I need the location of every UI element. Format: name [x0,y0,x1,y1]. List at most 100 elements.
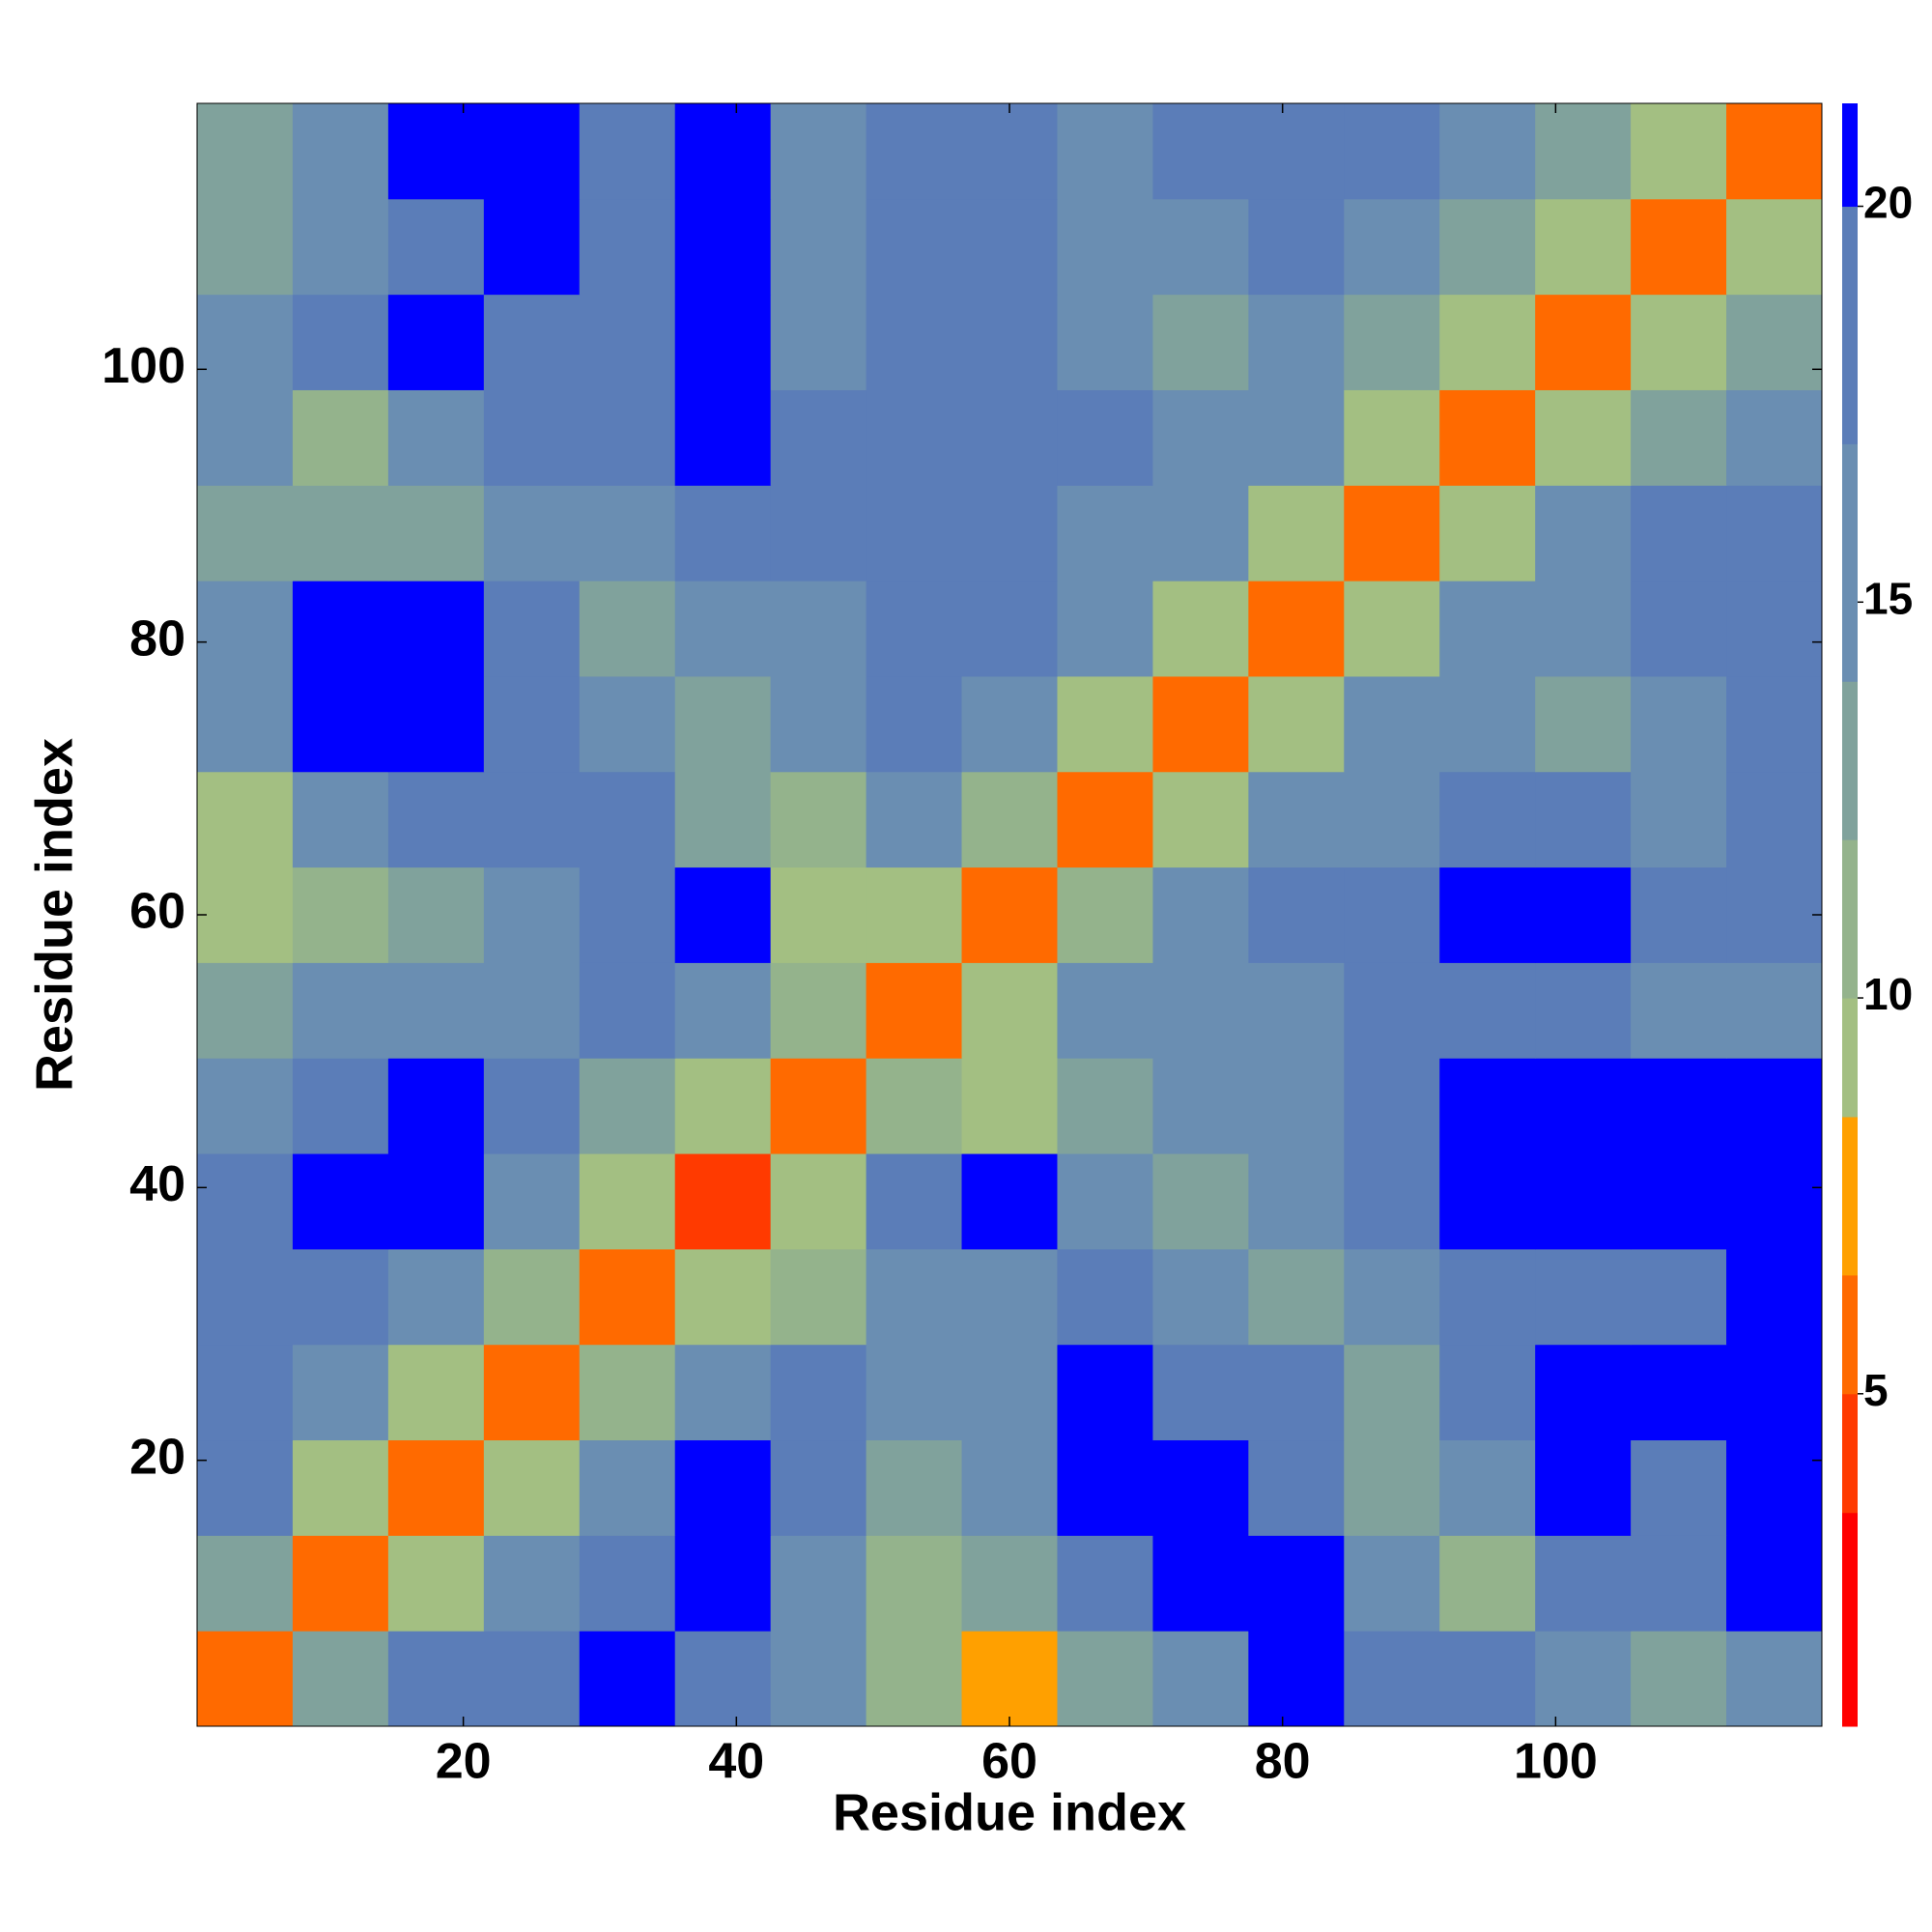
colorbar-band [1842,443,1858,682]
heatmap-cell [579,675,676,773]
heatmap-cell [1439,771,1536,868]
heatmap-cell [1152,1631,1249,1727]
heatmap-cell [1631,581,1727,677]
heatmap-cell [770,1535,867,1632]
heatmap-cell [1535,1058,1632,1154]
heatmap-cell [197,771,294,868]
heatmap-cell [1631,485,1727,582]
heatmap-cell [1726,198,1823,296]
heatmap-cell [1439,1439,1536,1536]
heatmap-cell [1439,867,1536,963]
heatmap-cell [866,675,963,773]
heatmap-cell [387,771,485,868]
heatmap-cell [1631,675,1727,773]
heatmap-cell [292,1439,389,1536]
heatmap-cell [1248,1344,1345,1441]
heatmap-cell [292,1058,389,1154]
colorbar-band [1842,1512,1858,1727]
heatmap-cell [866,1248,963,1346]
heatmap-cell [1439,103,1536,200]
colorbar-band [1842,681,1858,840]
heatmap-cell [1057,1248,1153,1346]
heatmap-cell [197,389,294,486]
heatmap-cell [1057,867,1153,963]
heatmap-cell [1726,485,1823,582]
heatmap-cell [961,1631,1058,1727]
heatmap-cell [1535,1248,1632,1346]
heatmap-cell [1439,1058,1536,1154]
y-tick-label: 20 [129,1429,185,1485]
heatmap-cell [387,294,485,390]
heatmap-cell [866,1344,963,1441]
heatmap-cell [197,867,294,963]
heatmap-cell [197,962,294,1059]
heatmap-cell [1631,771,1727,868]
heatmap-cell [1535,1535,1632,1632]
heatmap-cell [674,1153,772,1250]
heatmap-cell [579,389,676,486]
heatmap-cell [674,294,772,390]
heatmap-cell [1344,1631,1440,1727]
heatmap-cell [1057,198,1153,296]
heatmap-cell [387,1058,485,1154]
heatmap-cell [387,198,485,296]
heatmap-cell [866,485,963,582]
heatmap-cell [197,198,294,296]
heatmap-cell [1535,675,1632,773]
heatmap-cell [674,1631,772,1727]
heatmap-cell [1057,1058,1153,1154]
heatmap-cell [1439,1344,1536,1441]
heatmap-cell [387,1344,485,1441]
heatmap-cell [866,962,963,1059]
heatmap-cell [292,294,389,390]
heatmap-cell [1726,581,1823,677]
x-axis-title: Residue index [833,1783,1186,1841]
heatmap-cell [1535,1344,1632,1441]
heatmap-cell [483,1631,581,1727]
heatmap-cell [387,1248,485,1346]
heatmap-cell [1152,771,1249,868]
heatmap-cell [674,485,772,582]
heatmap-cell [1726,1439,1823,1536]
heatmap-cell [1248,771,1345,868]
heatmap-cell [1631,1248,1727,1346]
heatmap-cell [1535,867,1632,963]
heatmap-cell [1344,1058,1440,1154]
heatmap-cell [387,103,485,200]
heatmap-cell [961,294,1058,390]
heatmap-cell [292,485,389,582]
heatmap-cell [1439,581,1536,677]
heatmap-cell [961,1153,1058,1250]
heatmap-cell [292,1153,389,1250]
heatmap-cell [1631,867,1727,963]
heatmap-cell [292,1631,389,1727]
x-tick-label: 40 [708,1734,764,1790]
heatmap-cell [1726,675,1823,773]
heatmap-cell [1152,103,1249,200]
heatmap-cell [1344,1535,1440,1632]
heatmap-cell [1631,1058,1727,1154]
heatmap-cell [579,103,676,200]
heatmap-cell [1439,198,1536,296]
heatmap-cell [1535,771,1632,868]
heatmap-cell [1726,1248,1823,1346]
heatmap-cell [866,294,963,390]
heatmap-cell [387,1439,485,1536]
heatmap-cell [770,1439,867,1536]
heatmap-cell [770,1631,867,1727]
heatmap-cell [1057,1344,1153,1441]
heatmap-cell [579,1248,676,1346]
heatmap-cell [1726,962,1823,1059]
heatmap-cell [1726,294,1823,390]
heatmap-cell [1631,962,1727,1059]
heatmap-cell [1057,389,1153,486]
heatmap-cell [866,1153,963,1250]
heatmap-cell [770,485,867,582]
heatmap-cell [1344,675,1440,773]
heatmap-cell [1631,1439,1727,1536]
heatmap-cell [1439,1535,1536,1632]
heatmap-cell [579,867,676,963]
heatmap-cell [483,1153,581,1250]
heatmap-cell [292,675,389,773]
